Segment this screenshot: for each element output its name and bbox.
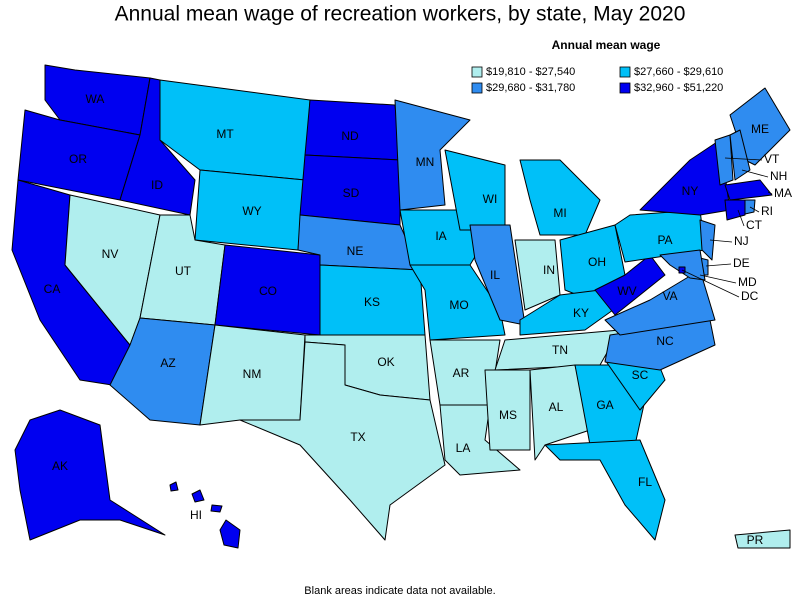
state-label: WY [242,204,261,218]
state-label: NC [656,334,674,348]
leader-line [699,274,737,284]
state-shape [14,409,166,541]
state-label: VT [764,152,780,166]
state-label: MD [738,275,757,289]
leader-line [709,239,733,243]
state-shape [729,129,751,181]
state-label: AR [453,366,470,380]
state-label: FL [638,475,652,489]
state-label: NM [243,367,262,381]
state-shape [604,269,716,336]
state-label: NY [682,184,699,198]
leader-line [741,169,769,178]
state-label: OK [377,355,394,369]
state-label: MT [216,127,234,141]
state-label: LA [456,441,471,455]
legend-title: Annual mean wage [552,38,661,52]
state-shape [169,481,179,492]
state-label: SC [632,368,649,382]
state-label: MN [416,155,435,169]
state-label: NE [347,244,364,258]
state-label: IA [435,229,446,243]
state-label: DC [741,289,759,303]
state-label: AL [549,400,564,414]
legend-label: $32,960 - $51,220 [634,82,723,94]
state-label: TN [552,343,568,357]
state-label: NH [770,169,787,183]
legend-label: $29,680 - $31,780 [486,82,575,94]
legend-swatch [619,82,631,94]
state-label: KS [364,295,380,309]
state-label: WI [483,192,498,206]
state-label: SD [343,186,360,200]
state-shape [469,224,526,326]
leader-line [724,157,763,161]
state-label: AZ [160,356,175,370]
state-shape [699,219,716,261]
legend-label: $19,810 - $27,540 [486,66,575,78]
state-label: UT [175,264,192,278]
leader-line [681,269,740,298]
state-label: PR [747,533,764,547]
state-label: WV [617,284,636,298]
state-shape [191,489,205,503]
state-label: GA [596,398,613,412]
legend-label: $27,660 - $29,610 [634,66,723,78]
leader-line [749,206,760,213]
state-label: IN [543,263,555,277]
legend: $19,810 - $27,540 $27,660 - $29,610 $29,68… [471,66,723,94]
state-label: NJ [734,234,749,248]
state-label: RI [761,204,773,218]
state-label: VA [662,289,677,303]
state-label: TX [350,430,365,444]
state-label: MI [553,206,566,220]
map-title: Annual mean wage of recreation workers, … [115,3,686,26]
state-shape [724,199,746,221]
legend-swatch [471,66,483,78]
state-label: MO [449,298,468,312]
state-label: IL [490,268,500,282]
state-label: CA [44,282,61,296]
leader-line [767,191,773,195]
state-label: DE [733,256,750,270]
state-shape [394,99,471,211]
leader-line [737,209,745,227]
state-shape [239,341,446,541]
state-shape [484,369,531,451]
state-shape [659,249,706,281]
state-shape [714,134,734,186]
state-label: OR [69,152,87,166]
state-labels: WA OR CA NV ID MT WY UT CO AZ NM ND SD NE KS OK TX MN IA MO… [44,92,792,547]
state-label: PA [657,233,672,247]
state-label: NV [102,247,119,261]
state-label: CO [259,284,277,298]
state-shape [210,504,223,513]
state-shape [594,254,666,316]
state-shape [519,159,601,236]
state-label: MS [499,408,517,422]
state-label: AK [52,459,68,473]
state-shape [544,439,666,541]
state-label: ID [151,178,163,192]
state-shape [734,529,791,549]
state-label: ME [751,122,769,136]
legend-swatch [471,82,483,94]
footnote: Blank areas indicate data not available. [304,585,495,597]
states [11,64,791,549]
state-label: ND [341,129,359,143]
state-label: KY [573,306,589,320]
leader-line [705,263,732,267]
legend-swatch [619,66,631,78]
state-shape [529,364,591,461]
state-shape [409,264,506,341]
state-label: HI [190,508,202,522]
state-shape [219,519,241,549]
state-label: MA [774,186,792,200]
state-shape [724,179,773,201]
state-label: CT [746,218,763,232]
state-label: OH [588,255,606,269]
state-label: WA [86,92,105,106]
